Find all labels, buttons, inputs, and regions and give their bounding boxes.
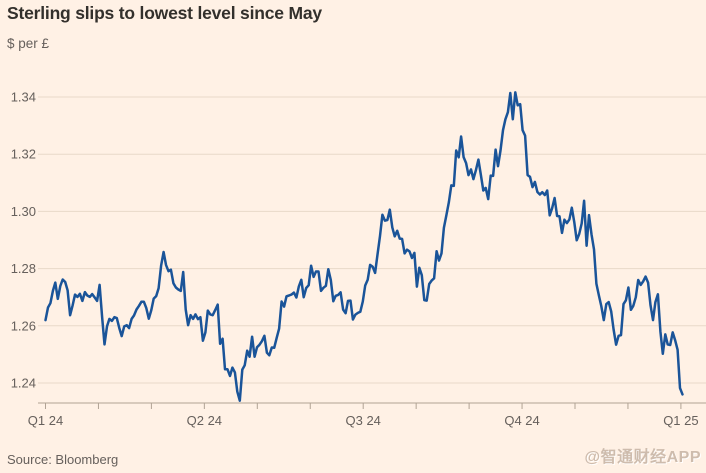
x-axis-label: Q1 25: [663, 413, 698, 428]
y-axis-label: 1.28: [11, 261, 36, 276]
x-axis-label: Q3 24: [345, 413, 380, 428]
y-axis-label: 1.26: [11, 318, 36, 333]
y-axis-label: 1.32: [11, 147, 36, 162]
x-axis-label: Q1 24: [28, 413, 63, 428]
y-axis-labels: 1.24 1.26 1.28 1.30 1.32 1.34: [11, 90, 36, 391]
chart-title: Sterling slips to lowest level since May: [7, 3, 322, 23]
watermark: @智通财经APP: [584, 449, 701, 466]
x-axis: [38, 402, 706, 409]
source-note: Source: Bloomberg: [7, 452, 119, 467]
y-axis-label: 1.24: [11, 376, 36, 391]
x-axis-label: Q4 24: [504, 413, 539, 428]
x-axis-label: Q2 24: [187, 413, 222, 428]
x-axis-labels: Q1 24 Q2 24 Q3 24 Q4 24 Q1 25: [28, 413, 699, 428]
price-line: [44, 91, 684, 402]
y-axis-label: 1.34: [11, 90, 36, 105]
y-gridlines: [38, 96, 706, 384]
y-axis-label: 1.30: [11, 204, 36, 219]
y-axis-unit-label: $ per £: [7, 36, 50, 51]
